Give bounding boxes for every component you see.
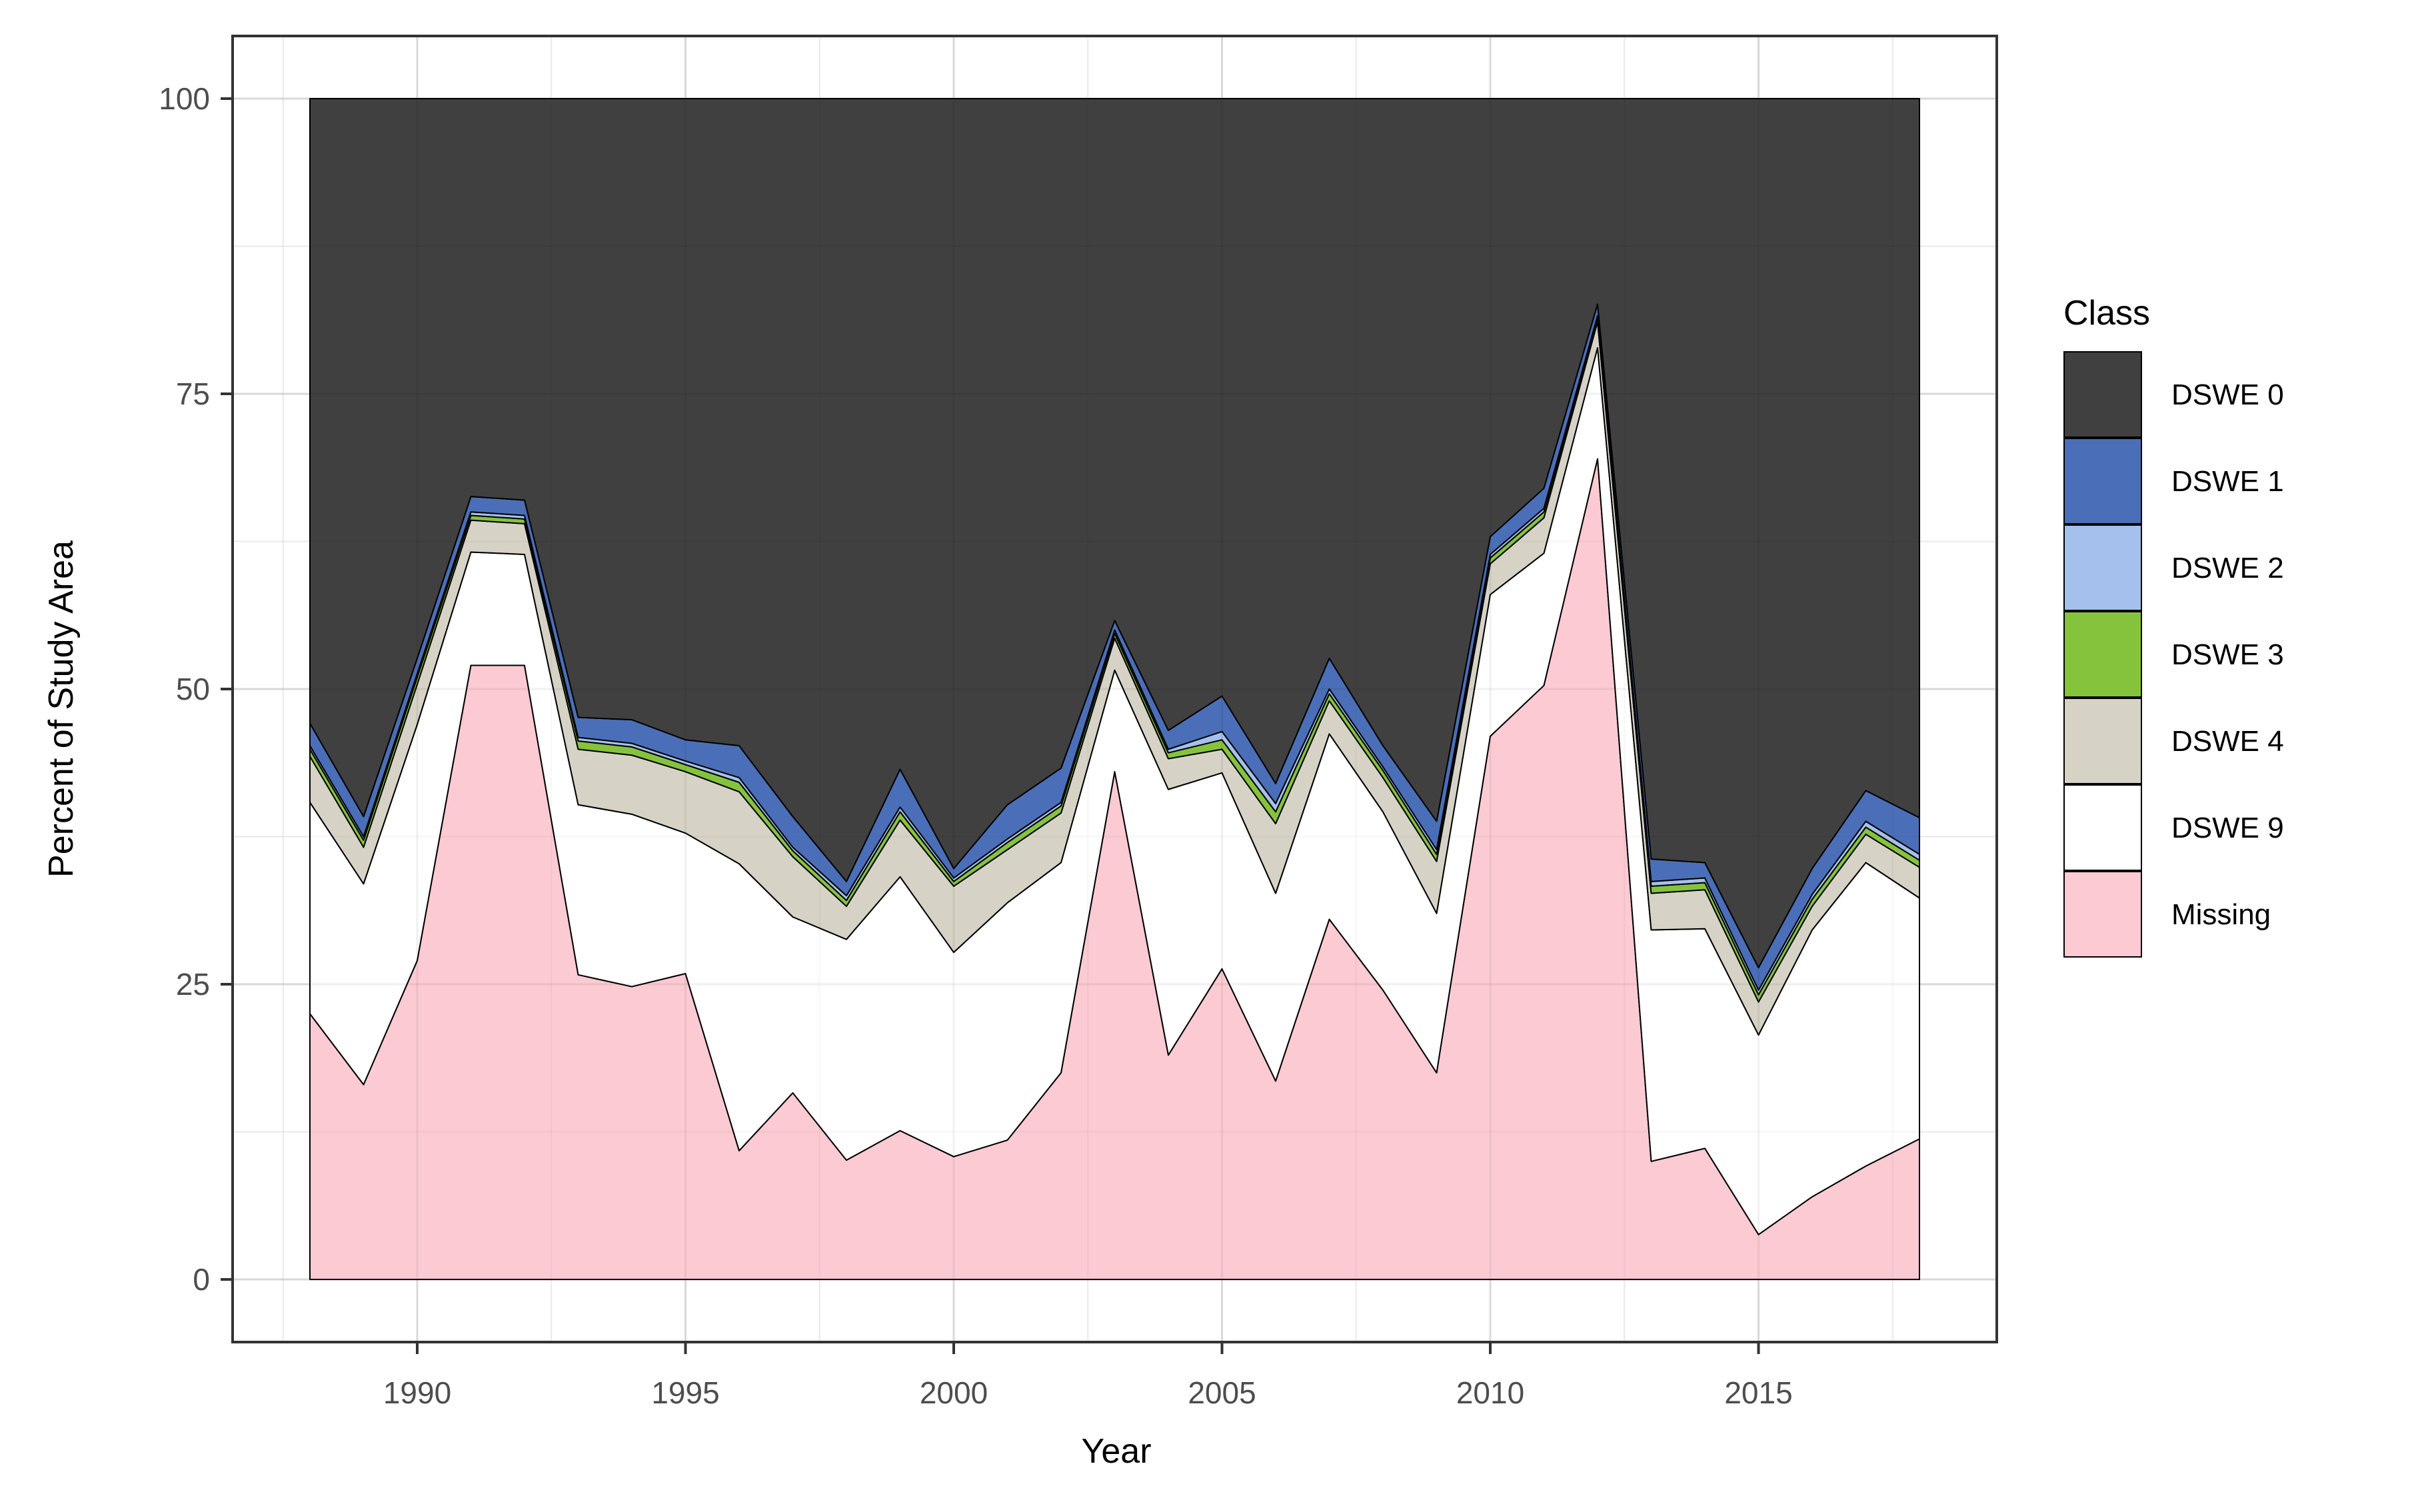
- y-axis-title: Percent of Study Area: [42, 540, 81, 878]
- legend-swatch: [2063, 438, 2142, 524]
- legend-label: DSWE 9: [2171, 812, 2284, 844]
- legend-label: DSWE 1: [2171, 465, 2284, 498]
- legend-label: DSWE 4: [2171, 725, 2284, 758]
- y-tick-label-75: 75: [176, 377, 210, 411]
- legend: Class DSWE 0 DSWE 1 DSWE 2 DSWE 3 DSWE 4 DSWE…: [2063, 293, 2284, 958]
- legend-label: DSWE 0: [2171, 378, 2284, 411]
- area-dswe-0: [309, 98, 1920, 969]
- y-tick-label-50: 50: [176, 672, 210, 706]
- x-tick-label-1990: 1990: [383, 1375, 451, 1410]
- legend-entry-dswe-2: DSWE 2: [2063, 524, 2284, 612]
- y-tick-label-25: 25: [176, 967, 210, 1002]
- legend-swatch: [2063, 351, 2142, 438]
- y-tick-label-0: 0: [193, 1262, 210, 1297]
- legend-entry-dswe-0: DSWE 0: [2063, 351, 2284, 438]
- legend-entry-dswe-4: DSWE 4: [2063, 698, 2284, 785]
- x-tick-label-2010: 2010: [1456, 1375, 1524, 1410]
- legend-entry-dswe-9: DSWE 9: [2063, 784, 2284, 872]
- legend-entry-missing: Missing: [2063, 871, 2284, 958]
- legend-label: DSWE 2: [2171, 552, 2284, 584]
- legend-title: Class: [2063, 294, 2151, 333]
- legend-entry-dswe-3: DSWE 3: [2063, 611, 2284, 698]
- x-tick-label-2015: 2015: [1724, 1375, 1792, 1410]
- legend-swatch: [2063, 698, 2142, 784]
- legend-entries: DSWE 0 DSWE 1 DSWE 2 DSWE 3 DSWE 4 DSWE 9 Miss…: [2063, 351, 2284, 958]
- legend-label: Missing: [2171, 898, 2271, 931]
- legend-swatch: [2063, 524, 2142, 611]
- legend-entry-dswe-1: DSWE 1: [2063, 438, 2284, 525]
- y-tick-label-100: 100: [159, 81, 210, 116]
- legend-label: DSWE 3: [2171, 638, 2284, 671]
- x-tick-label-1995: 1995: [651, 1375, 719, 1410]
- x-axis-title: Year: [1081, 1432, 1152, 1471]
- legend-swatch: [2063, 871, 2142, 958]
- x-tick-label-2000: 2000: [920, 1375, 988, 1410]
- legend-swatch: [2063, 611, 2142, 698]
- x-tick-label-2005: 2005: [1188, 1375, 1256, 1410]
- legend-swatch: [2063, 784, 2142, 871]
